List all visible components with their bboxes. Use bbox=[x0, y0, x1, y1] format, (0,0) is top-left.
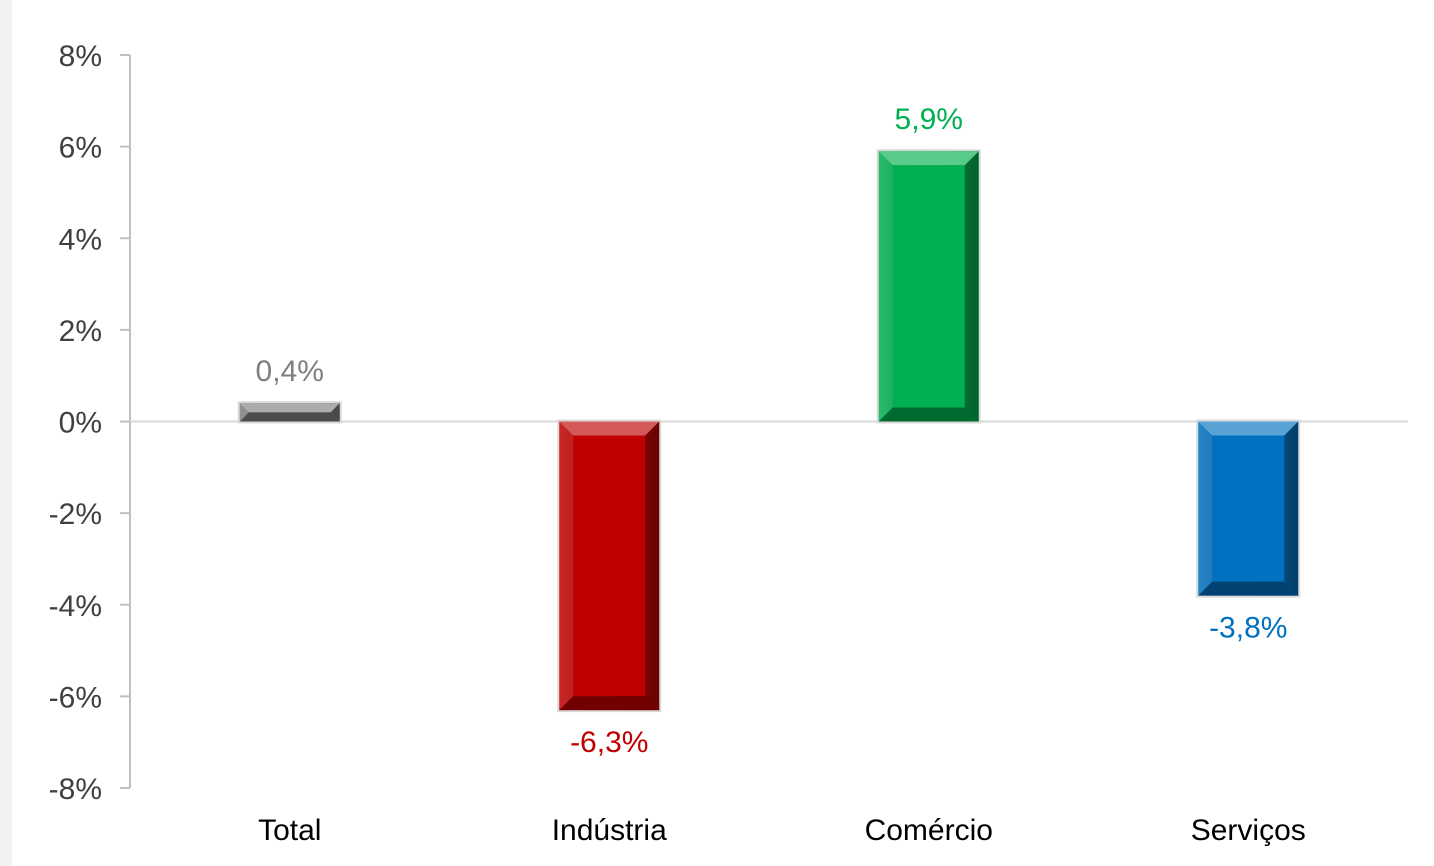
data-label-comércio: 5,9% bbox=[895, 103, 963, 136]
bar-indústria bbox=[557, 419, 662, 713]
y-tick-label: 0% bbox=[59, 407, 102, 440]
y-tick-label: -8% bbox=[49, 773, 102, 806]
data-label-serviços: -3,8% bbox=[1209, 612, 1287, 645]
labels-layer: 0,4% Total -6,3% Indústria 5,9% Comércio -3,8%… bbox=[256, 103, 1306, 847]
y-tick-label: -6% bbox=[49, 681, 102, 714]
bar-comércio bbox=[876, 149, 981, 424]
category-label-comércio: Comércio bbox=[865, 814, 993, 847]
bar-bevel-top bbox=[239, 403, 340, 413]
bar-bevel-top bbox=[878, 151, 979, 166]
y-tick-label: 6% bbox=[59, 132, 102, 165]
bar-serviços bbox=[1196, 419, 1301, 598]
bar-face bbox=[1212, 435, 1285, 582]
bar-bevel-bottom bbox=[1198, 581, 1299, 596]
bar-bevel-bottom bbox=[239, 412, 340, 422]
axis-layer: 8% 6% 4% 2% 0% -2% -4% -6% -8% bbox=[49, 40, 1408, 806]
bar-bevel-bottom bbox=[878, 407, 979, 422]
y-tick-label: -4% bbox=[49, 590, 102, 623]
bar-total bbox=[237, 401, 342, 424]
bar-bevel-top bbox=[559, 421, 660, 436]
data-label-indústria: -6,3% bbox=[570, 726, 648, 759]
category-label-serviços: Serviços bbox=[1191, 814, 1306, 847]
category-label-total: Total bbox=[258, 814, 321, 847]
bar-bevel-top bbox=[1198, 421, 1299, 436]
bars-layer bbox=[237, 149, 1301, 713]
y-tick-label: 4% bbox=[59, 223, 102, 256]
bar-face bbox=[892, 165, 965, 408]
bar-bevel-bottom bbox=[559, 696, 660, 711]
bar-face bbox=[573, 435, 646, 697]
category-label-indústria: Indústria bbox=[552, 814, 667, 847]
y-tick-label: 8% bbox=[59, 40, 102, 73]
data-label-total: 0,4% bbox=[256, 355, 324, 388]
y-tick-label: 2% bbox=[59, 315, 102, 348]
y-tick-label: -2% bbox=[49, 498, 102, 531]
